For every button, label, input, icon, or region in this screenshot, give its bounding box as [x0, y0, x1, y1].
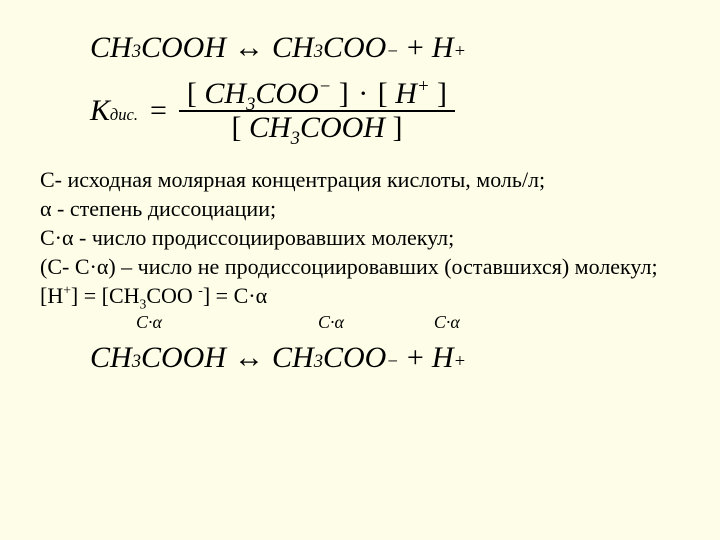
- txt: H: [395, 77, 417, 110]
- txt: [H: [40, 283, 63, 308]
- txt: COOH: [141, 30, 226, 66]
- lbracket: [: [187, 77, 197, 110]
- term-with-anno-rhs1: С·α CH 3 COO −: [272, 340, 399, 376]
- txt: COO: [146, 283, 198, 308]
- species-ch3coo-minus: CH 3 COO −: [272, 30, 399, 66]
- txt: CH: [90, 30, 132, 66]
- line-alpha-definition: α - степень диссоциации;: [40, 194, 680, 223]
- slide: CH 3 COOH ↔ CH 3 COO − + H + К дис. = [ …: [0, 0, 720, 540]
- txt: CH: [90, 340, 132, 376]
- txt: COOH: [300, 111, 385, 144]
- charge: −: [319, 76, 332, 97]
- txt: COO: [323, 340, 386, 376]
- txt: CH: [249, 111, 291, 144]
- annotation-c-alpha: С·α: [318, 312, 344, 342]
- equation-annotated: С·α CH 3 COOH ↔ С·α CH 3 COO − + С·α H +: [90, 340, 680, 376]
- lbracket: [: [378, 77, 388, 110]
- txt: CH: [204, 77, 246, 110]
- k-dis: К дис.: [90, 93, 138, 129]
- lbracket: [: [231, 111, 241, 144]
- fraction: [ CH3COO− ] · [ H+ ] [ CH3COOH ]: [179, 78, 455, 143]
- txt: COO: [323, 30, 386, 66]
- txt: К: [90, 93, 110, 129]
- sup: +: [63, 283, 71, 298]
- line-c-alpha-definition: С·α - число продиссоциировавших молекул;: [40, 223, 680, 252]
- species-h-plus: H +: [432, 340, 466, 376]
- txt: COOH: [141, 340, 226, 376]
- txt: CH: [272, 30, 314, 66]
- term-with-anno-lhs: С·α CH 3 COOH: [90, 340, 226, 376]
- equation-dissociation: CH 3 COOH ↔ CH 3 COO − + H +: [90, 30, 680, 66]
- txt: COO: [255, 77, 318, 110]
- equilibrium-arrow: ↔: [230, 30, 268, 66]
- charge: +: [417, 76, 430, 97]
- equilibrium-arrow: ↔: [230, 340, 268, 376]
- annotation-c-alpha: С·α: [136, 312, 162, 342]
- rbracket: ]: [437, 77, 447, 110]
- rbracket: ]: [392, 111, 402, 144]
- txt: ] = [CH: [71, 283, 140, 308]
- denominator: [ CH3COOH ]: [223, 112, 410, 144]
- numerator: [ CH3COO− ] · [ H+ ]: [179, 78, 455, 112]
- term-with-anno-rhs2: С·α H +: [432, 340, 466, 376]
- equals: =: [144, 93, 173, 129]
- annotation-c-alpha: С·α: [434, 312, 460, 342]
- txt: H: [432, 30, 454, 66]
- dot: ·: [356, 77, 370, 110]
- sub: 3: [291, 128, 300, 149]
- plus-sign: +: [403, 30, 428, 66]
- plus-sign: +: [403, 340, 428, 376]
- species-h-plus: H +: [432, 30, 466, 66]
- species-ch3cooh: CH 3 COOH: [90, 30, 226, 66]
- definitions-text: С- исходная молярная концентрация кислот…: [40, 165, 680, 310]
- txt: ] = С·α: [203, 283, 267, 308]
- line-concentration-equality: [H+] = [CH3COO -] = С·α: [40, 281, 680, 310]
- species-ch3coo-minus: CH 3 COO −: [272, 340, 399, 376]
- species-ch3cooh: CH 3 COOH: [90, 340, 226, 376]
- rbracket: ]: [339, 77, 349, 110]
- line-remaining-definition: (С- С·α) – число не продиссоциировавших …: [40, 252, 680, 281]
- txt: CH: [272, 340, 314, 376]
- txt: H: [432, 340, 454, 376]
- line-c-definition: С- исходная молярная концентрация кислот…: [40, 165, 680, 194]
- equation-kdis: К дис. = [ CH3COO− ] · [ H+ ] [ CH3COOH …: [90, 78, 680, 143]
